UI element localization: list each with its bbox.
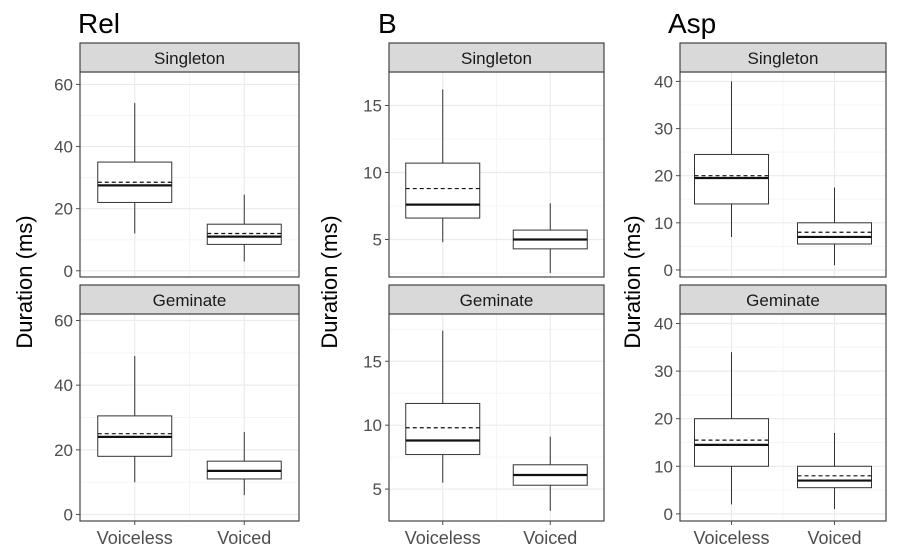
x-tick-label: Voiceless <box>693 528 769 545</box>
facet-geminate: Geminate 5 10 15 Voiceless Voiced <box>363 284 605 545</box>
facet-strip-label: Geminate <box>746 291 820 310</box>
facet-singleton: Singleton 5 10 15 <box>363 42 605 278</box>
chart-column-b: B Duration (ms) Singleton 5 10 15 Geminate 5 10 1… <box>317 8 605 545</box>
box-voiced <box>797 432 872 510</box>
y-tick-label: 20 <box>54 441 73 460</box>
y-tick-label: 0 <box>664 505 673 524</box>
x-tick-label: Voiced <box>217 528 271 545</box>
x-tick-label: Voiceless <box>405 528 481 545</box>
x-tick-label: Voiced <box>523 528 577 545</box>
y-axis-label: Duration (ms) <box>620 215 645 348</box>
chart-title: Asp <box>668 8 716 39</box>
y-tick-label: 20 <box>54 200 73 219</box>
y-axis-label: Duration (ms) <box>317 215 342 348</box>
y-tick-label: 15 <box>363 96 382 115</box>
x-tick-label: Voiceless <box>97 528 173 545</box>
facet-geminate: Geminate 0 20 40 60 Voiceless Voiced <box>54 284 300 545</box>
y-tick-label: 30 <box>654 120 673 139</box>
chart-title: B <box>378 8 397 39</box>
box-voiced <box>206 432 282 496</box>
y-tick-label: 20 <box>654 167 673 186</box>
y-tick-label: 15 <box>363 352 382 371</box>
box-voiced <box>206 194 282 262</box>
facet-strip <box>79 42 300 73</box>
interquartile-box <box>694 418 769 467</box>
facet-strip <box>388 42 605 73</box>
facet-strip <box>679 42 887 73</box>
y-tick-label: 0 <box>664 261 673 280</box>
interquartile-box <box>694 153 769 205</box>
box-voiceless <box>694 352 769 505</box>
interquartile-box <box>405 402 481 456</box>
y-tick-label: 10 <box>363 163 382 182</box>
interquartile-box <box>797 222 872 245</box>
chart-title: Rel <box>78 8 120 39</box>
facet-strip <box>679 284 887 315</box>
y-tick-label: 5 <box>373 480 382 499</box>
facet-singleton: Singleton 0 10 20 30 40 <box>654 42 887 280</box>
box-voiced <box>797 187 872 266</box>
box-voiced <box>512 436 588 511</box>
facet-strip-label: Geminate <box>153 291 227 310</box>
facet-strip <box>388 284 605 315</box>
y-tick-label: 10 <box>654 457 673 476</box>
y-tick-label: 0 <box>64 262 73 281</box>
facet-strip-label: Singleton <box>461 49 532 68</box>
facet-geminate: Geminate 0 10 20 30 40 Voiceless Voiced <box>654 284 887 545</box>
x-tick-label: Voiced <box>807 528 861 545</box>
y-tick-label: 10 <box>654 214 673 233</box>
y-tick-label: 5 <box>373 230 382 249</box>
facet-strip-label: Singleton <box>154 49 225 68</box>
y-tick-label: 60 <box>54 311 73 330</box>
y-tick-label: 40 <box>654 72 673 91</box>
box-voiceless <box>405 89 481 243</box>
y-tick-label: 10 <box>363 416 382 435</box>
y-tick-label: 40 <box>54 376 73 395</box>
interquartile-box <box>405 162 481 219</box>
facet-strip <box>79 284 300 315</box>
box-voiceless <box>405 330 481 483</box>
box-voiceless <box>97 103 173 234</box>
box-voiceless <box>694 81 769 237</box>
facet-strip-label: Geminate <box>460 291 534 310</box>
y-axis-label: Duration (ms) <box>12 215 37 348</box>
facet-singleton: Singleton 0 20 40 60 <box>54 42 300 281</box>
y-tick-label: 0 <box>64 506 73 525</box>
box-voiced <box>512 203 588 273</box>
y-tick-label: 60 <box>54 75 73 94</box>
y-tick-label: 30 <box>654 362 673 381</box>
y-tick-label: 40 <box>654 315 673 334</box>
interquartile-box <box>797 465 872 489</box>
interquartile-box <box>206 223 282 245</box>
box-voiceless <box>97 356 173 483</box>
facet-strip-label: Singleton <box>748 49 819 68</box>
y-tick-label: 20 <box>654 410 673 429</box>
y-tick-label: 40 <box>54 138 73 157</box>
